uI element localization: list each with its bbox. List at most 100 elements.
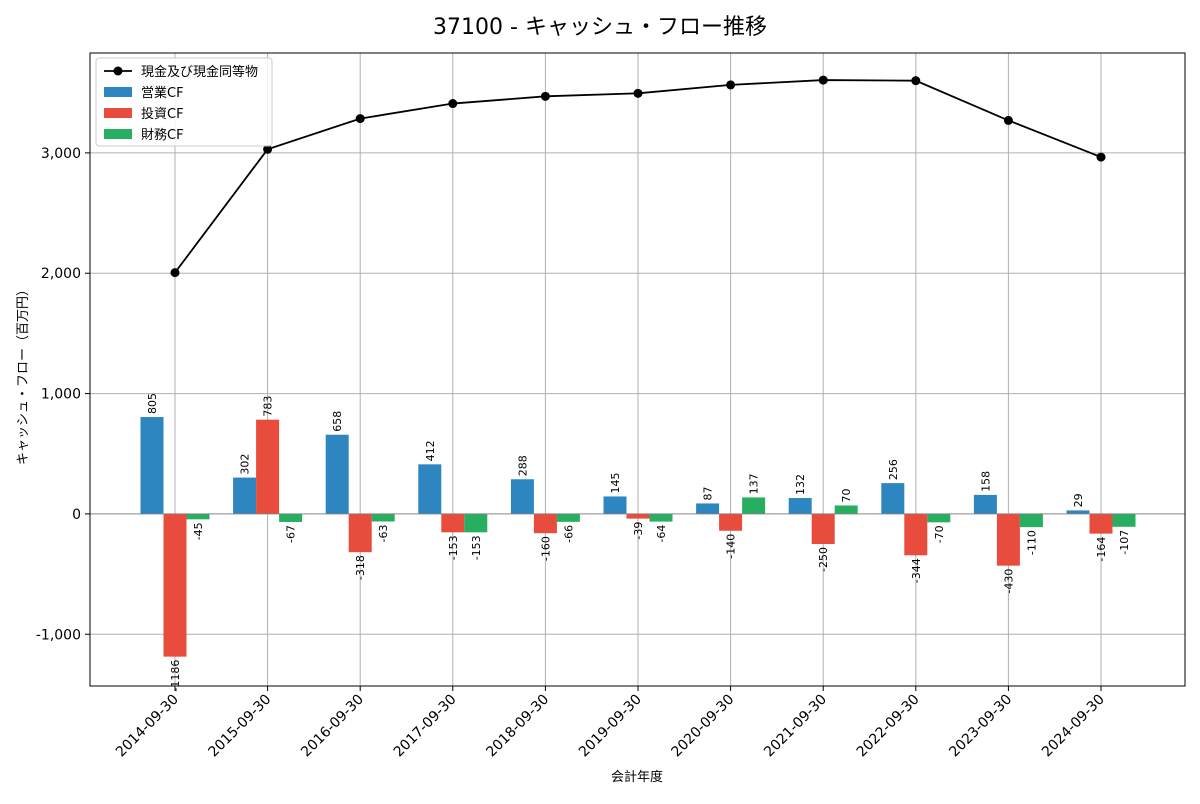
bar-財務CF <box>371 513 395 522</box>
bar-value-label: 302 <box>239 454 252 475</box>
bar-営業CF <box>325 434 349 514</box>
cash-line-point <box>818 75 828 85</box>
bar-財務CF <box>1019 513 1043 528</box>
legend-label: 現金及び現金同等物 <box>141 64 258 80</box>
bar-value-label: -1186 <box>169 660 182 692</box>
legend-label: 投資CF <box>141 106 184 122</box>
chart-title: 37100 - キャッシュ・フロー推移 <box>433 15 767 40</box>
grid-layer <box>90 53 1185 686</box>
cash-line-point <box>170 268 180 278</box>
x-tick-label: 2015-09-30 <box>206 692 275 761</box>
bar-value-label: -67 <box>285 525 298 543</box>
bar-value-label: 783 <box>262 396 275 417</box>
x-tick-label: 2024-09-30 <box>1039 692 1108 761</box>
bar-value-label: -140 <box>725 534 738 559</box>
y-tick-label: 2,000 <box>41 266 81 282</box>
bar-value-label: -64 <box>655 525 668 543</box>
bar-投資CF <box>441 513 465 533</box>
bar-投資CF <box>348 513 372 553</box>
bar-value-label: -164 <box>1095 537 1108 562</box>
bar-営業CF <box>1066 510 1090 514</box>
bar-投資CF <box>626 513 650 519</box>
bar-営業CF <box>881 483 905 514</box>
bar-value-label: 137 <box>748 473 761 494</box>
bar-財務CF <box>464 513 488 533</box>
bar-value-label: 288 <box>516 455 529 476</box>
bar-value-label: 412 <box>424 440 437 461</box>
legend-label: 営業CF <box>141 85 184 101</box>
bar-財務CF <box>834 505 858 514</box>
bar-value-label: -63 <box>377 524 390 542</box>
bar-投資CF <box>256 419 280 514</box>
bar-投資CF <box>163 513 187 657</box>
bar-営業CF <box>140 417 164 514</box>
cash-line-point <box>540 91 550 101</box>
bar-投資CF <box>1089 513 1113 534</box>
bar-value-label: -153 <box>470 535 483 560</box>
bar-value-label: -153 <box>447 535 460 560</box>
bar-value-label: -250 <box>817 547 830 572</box>
bar-value-label: -430 <box>1002 569 1015 594</box>
y-tick-label: 1,000 <box>41 387 81 403</box>
x-tick-label: 2020-09-30 <box>669 692 738 761</box>
bar-value-label: 70 <box>840 488 853 502</box>
bar-value-label: 158 <box>979 471 992 492</box>
cash-line-point <box>726 80 736 90</box>
bar-投資CF <box>719 513 743 531</box>
bar-営業CF <box>418 464 442 514</box>
bar-value-label: -160 <box>539 536 552 561</box>
cash-line-point <box>355 114 365 124</box>
legend-box <box>95 57 273 147</box>
bar-営業CF <box>696 503 720 514</box>
cash-line-point <box>633 88 643 98</box>
x-tick-label: 2017-09-30 <box>391 692 460 761</box>
legend-bar-swatch <box>104 87 132 97</box>
bar-営業CF <box>233 477 257 514</box>
legend-bar-swatch <box>104 129 132 139</box>
bar-投資CF <box>996 513 1020 566</box>
x-tick-label: 2022-09-30 <box>854 692 923 761</box>
cash-line-point <box>263 144 273 154</box>
bar-value-label: -45 <box>192 522 205 540</box>
x-tick-label: 2019-09-30 <box>576 692 645 761</box>
bar-財務CF <box>556 513 580 522</box>
bar-投資CF <box>533 513 557 534</box>
bar-label-layer: 805 302 658 412 288 145 87 132 256 158 29 -1186 783 -… <box>146 393 1131 692</box>
bar-投資CF <box>904 513 928 556</box>
y-tick-label: 3,000 <box>41 146 81 162</box>
legend-label: 財務CF <box>141 128 184 143</box>
bar-value-label: -70 <box>933 525 946 543</box>
bar-value-label: 87 <box>702 486 715 500</box>
bar-財務CF <box>649 513 673 522</box>
bar-投資CF <box>811 513 835 544</box>
y-axis-label: キャッシュ・フロー（百万円） <box>16 283 31 465</box>
bar-value-label: 256 <box>887 459 900 480</box>
bar-value-label: -110 <box>1025 530 1038 555</box>
cash-line-point <box>1096 152 1106 162</box>
legend-bar-swatch <box>104 108 132 118</box>
bar-value-label: -344 <box>910 558 923 583</box>
bar-layer <box>140 417 1136 657</box>
bar-営業CF <box>603 496 627 514</box>
cash-line-point <box>448 99 458 109</box>
bar-value-label: -107 <box>1118 530 1131 555</box>
x-tick-label: 2021-09-30 <box>761 692 830 761</box>
bar-value-label: -66 <box>562 525 575 543</box>
legend-marker <box>113 66 123 76</box>
bar-営業CF <box>973 494 997 514</box>
tick-layer: -1,000 0 1,000 2,000 3,000 2014-09-30 2015-09-… <box>36 146 1108 760</box>
x-tick-label: 2014-09-30 <box>113 692 182 761</box>
bar-財務CF <box>742 497 766 514</box>
bar-財務CF <box>279 513 303 522</box>
x-tick-label: 2016-09-30 <box>298 692 367 761</box>
bar-営業CF <box>788 498 812 514</box>
x-tick-label: 2023-09-30 <box>946 692 1015 761</box>
cash-line-layer <box>170 75 1106 278</box>
x-tick-label: 2018-09-30 <box>483 692 552 761</box>
cash-line-point <box>1003 115 1013 125</box>
bar-value-label: 805 <box>146 393 159 414</box>
bar-財務CF <box>927 513 951 523</box>
